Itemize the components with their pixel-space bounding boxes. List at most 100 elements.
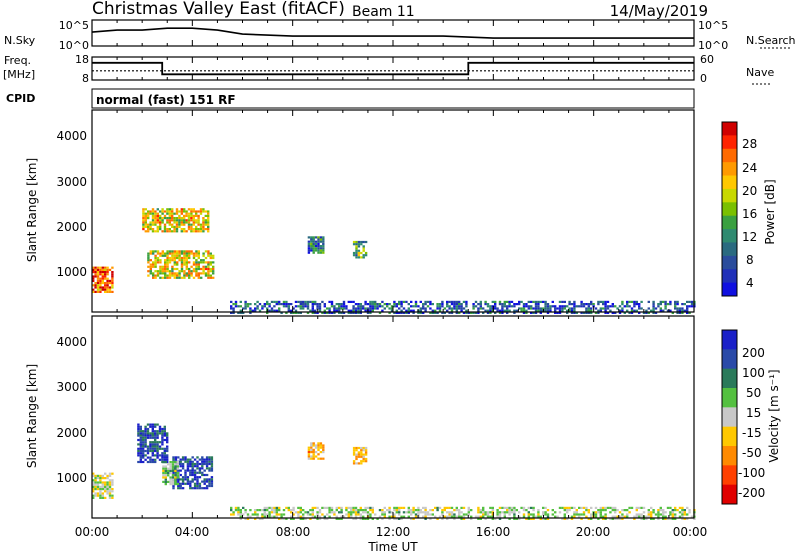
- velocity-cell: [237, 506, 240, 509]
- power-cell: [465, 303, 468, 306]
- velocity-cell: [208, 482, 211, 485]
- velocity-cell: [352, 453, 356, 456]
- power-cell: [159, 272, 162, 275]
- velocity-cell: [254, 511, 257, 514]
- power-cell: [333, 309, 336, 312]
- power-cell: [429, 311, 432, 314]
- velocity-cell: [647, 509, 650, 512]
- power-cell: [357, 311, 360, 314]
- velocity-cell: [650, 517, 653, 520]
- power-cell: [92, 275, 95, 278]
- velocity-cell: [419, 509, 422, 512]
- power-cell: [570, 309, 574, 312]
- velocity-colorbar-swatch: [722, 368, 737, 389]
- power-cell: [192, 261, 196, 264]
- velocity-cell: [208, 467, 211, 470]
- velocity-cell: [575, 513, 578, 516]
- velocity-cell: [614, 509, 617, 512]
- velocity-cell: [383, 513, 386, 516]
- velocity-cell: [171, 463, 175, 466]
- power-cell: [209, 261, 212, 264]
- power-cell: [192, 252, 196, 255]
- power-cell: [183, 272, 186, 275]
- power-cell: [414, 305, 418, 308]
- velocity-cell: [167, 472, 170, 475]
- velocity-cell: [104, 485, 107, 488]
- power-cell: [312, 242, 315, 245]
- power-cell: [587, 305, 590, 308]
- power-cell: [207, 265, 210, 268]
- power-cell: [175, 230, 179, 233]
- power-cell: [525, 303, 528, 306]
- velocity-cell: [174, 461, 177, 464]
- power-cell: [195, 250, 198, 253]
- power-cell: [678, 307, 682, 310]
- velocity-cell: [205, 456, 209, 459]
- power-cell: [532, 307, 535, 310]
- power-cell: [419, 311, 422, 314]
- velocity-cell: [198, 476, 202, 479]
- velocity-cell: [599, 513, 602, 516]
- velocity-cell: [312, 451, 315, 454]
- velocity-cell: [167, 467, 170, 470]
- velocity-cell: [532, 506, 535, 509]
- power-cell: [156, 225, 159, 228]
- power-cell: [304, 303, 307, 306]
- velocity-cell: [156, 443, 159, 446]
- power-cell: [640, 300, 643, 303]
- power-cell: [525, 305, 528, 308]
- velocity-cell: [111, 490, 114, 493]
- power-cell: [310, 247, 313, 250]
- power-cell: [626, 300, 629, 303]
- velocity-cell: [290, 509, 293, 512]
- velocity-cell: [302, 515, 305, 518]
- power-cell: [180, 276, 184, 279]
- velocity-cell: [142, 449, 145, 453]
- power-cell: [522, 307, 526, 310]
- power-cell: [676, 307, 679, 310]
- power-cell: [176, 272, 179, 275]
- velocity-cell: [256, 509, 259, 512]
- power-cell: [352, 300, 355, 303]
- velocity-cell: [448, 506, 451, 509]
- velocity-cell: [156, 454, 159, 457]
- power-cell: [342, 305, 346, 308]
- velocity-cell: [683, 509, 686, 512]
- nsky-label: N.Sky: [4, 34, 36, 47]
- velocity-cell: [544, 517, 547, 520]
- power-cell: [386, 303, 389, 306]
- velocity-cell: [101, 488, 104, 491]
- power-cell: [187, 214, 191, 217]
- velocity-cell: [462, 517, 466, 520]
- power-cell: [207, 276, 210, 279]
- power-cell: [185, 252, 188, 255]
- velocity-cell: [196, 484, 199, 488]
- power-cell: [142, 217, 145, 220]
- power-cell: [393, 303, 396, 306]
- velocity-cell: [604, 513, 607, 516]
- velocity-cell: [166, 460, 169, 464]
- velocity-cell: [518, 517, 521, 520]
- velocity-cell: [310, 451, 313, 454]
- velocity-cell: [314, 455, 318, 458]
- velocity-cell: [398, 513, 401, 516]
- power-cell: [309, 300, 312, 303]
- power-cell: [171, 230, 174, 233]
- velocity-cell: [318, 515, 322, 518]
- power-cell: [438, 307, 442, 310]
- power-cell: [366, 303, 370, 306]
- velocity-cell: [263, 509, 266, 512]
- velocity-ytick-2000: 2000: [56, 426, 87, 440]
- power-cell: [350, 300, 353, 303]
- velocity-cell: [323, 515, 326, 518]
- power-cell: [611, 311, 614, 314]
- velocity-cell: [484, 517, 487, 520]
- power-cell: [200, 261, 203, 264]
- power-cell: [142, 221, 145, 224]
- velocity-cell: [429, 513, 432, 516]
- power-cell: [154, 219, 157, 222]
- velocity-cell: [290, 511, 293, 514]
- power-cell: [183, 274, 186, 277]
- power-cell: [681, 311, 684, 314]
- power-cell: [537, 307, 540, 310]
